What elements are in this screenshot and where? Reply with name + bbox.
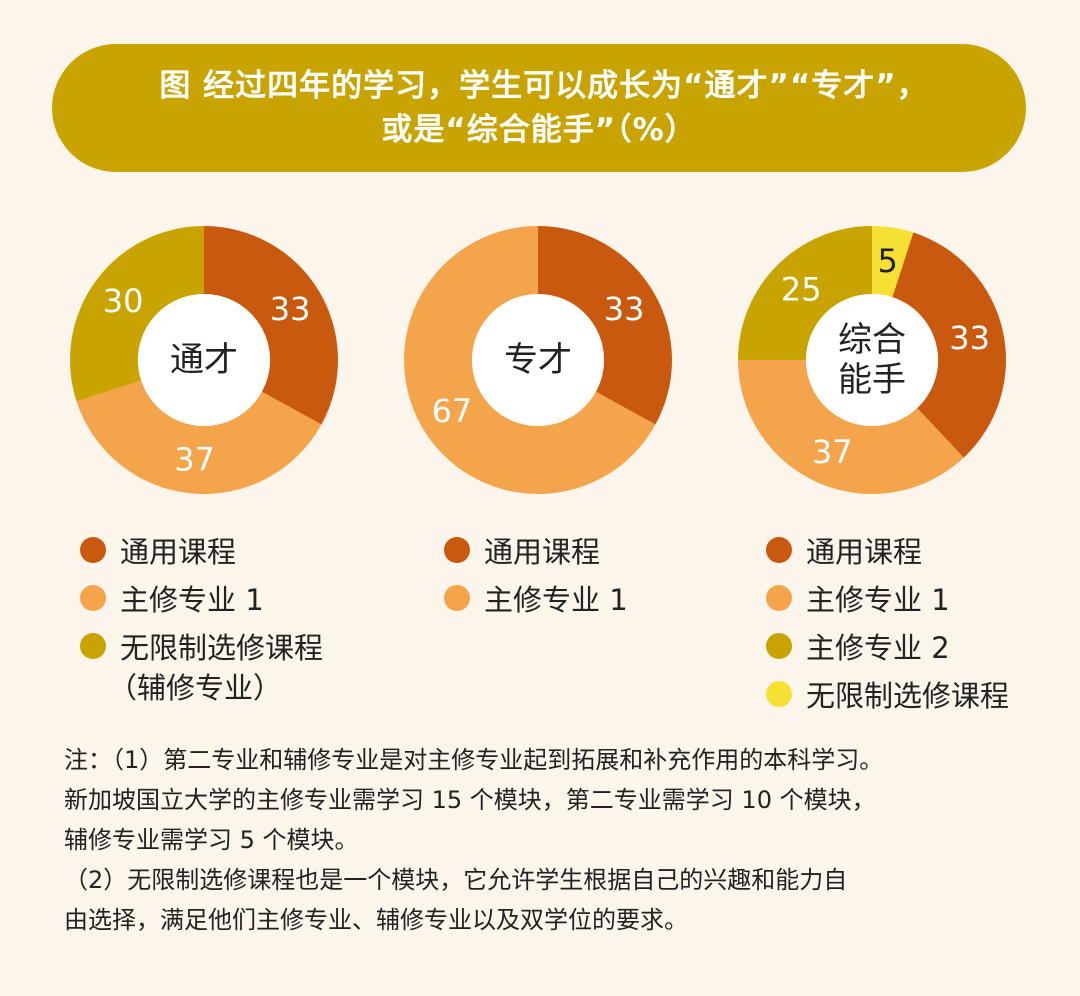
slice-value-label-2-3: 25 <box>781 270 822 308</box>
donut-center-label-0: 通才 <box>170 340 238 380</box>
slice-2-0 <box>872 226 914 298</box>
legend-swatch <box>80 537 106 563</box>
slice-2-2 <box>738 360 964 494</box>
legend-item: 主修专业 1 <box>80 574 380 622</box>
legend-item: 无限制选修课程 <box>766 670 1066 718</box>
legend-item: 主修专业 1 <box>766 574 1066 622</box>
donut-chart-specialist: 33 67 专才 <box>402 224 674 496</box>
legend-item: 无限制选修课程 <box>80 622 380 670</box>
legend-label: 无限制选修课程 <box>120 631 324 665</box>
legend-swatch <box>80 633 106 659</box>
note-1-line-1: 注：（1）第二专业和辅修专业是对主修专业起到拓展和补充作用的本科学习。 <box>64 746 884 774</box>
slice-1-1 <box>404 226 656 494</box>
legend-label: 通用课程 <box>806 535 923 569</box>
legend-label: 主修专业 1 <box>806 583 950 617</box>
charts-row: 33 37 30 通才 33 67 专才 5 33 37 25 综合 能手 <box>0 224 1080 496</box>
donut-hole-0 <box>138 294 270 426</box>
slice-0-1 <box>76 380 322 494</box>
legend-specialist: 通用课程主修专业 1 <box>444 526 744 622</box>
slice-2-3 <box>738 226 872 360</box>
donut-svg-specialist: 33 67 专才 <box>404 226 672 494</box>
legend-all-rounder: 通用课程主修专业 1 主修专业 2 无限制选修课程 <box>766 526 1066 718</box>
donut-hole-1 <box>472 294 604 426</box>
slice-2-1 <box>892 232 1006 458</box>
legend-label: 无限制选修课程 <box>806 679 1010 713</box>
legend-item: 主修专业 1 <box>444 574 744 622</box>
slice-value-label-2-1: 33 <box>949 319 990 357</box>
legend-label: 通用课程 <box>484 535 601 569</box>
legend-item: 通用课程 <box>80 526 380 574</box>
note-1-line-3: 辅修专业需学习 5 个模块。 <box>64 826 359 854</box>
legend-item: 通用课程 <box>766 526 1066 574</box>
title-line-2: 或是“综合能手”（%） <box>381 112 697 148</box>
note-2-line-1: （2）无限制选修课程也是一个模块，它允许学生根据自己的兴趣和能力自 <box>64 866 848 894</box>
legend-label: 通用课程 <box>120 535 237 569</box>
legend-swatch <box>80 585 106 611</box>
slice-0-0 <box>204 226 338 425</box>
legend-label: 主修专业 2 <box>806 631 950 665</box>
slice-value-label-2-0: 5 <box>877 242 897 280</box>
legend-label: 主修专业 1 <box>484 583 628 617</box>
note-1-line-2: 新加坡国立大学的主修专业需学习 15 个模块，第二专业需学习 10 个模块， <box>64 786 876 814</box>
legend-swatch <box>766 537 792 563</box>
donut-svg-generalist: 33 37 30 通才 <box>69 226 338 494</box>
title-banner: 图 经过四年的学习，学生可以成长为“通才”“专才”， 或是“综合能手”（%） <box>52 44 1026 172</box>
legend-swatch <box>444 585 470 611</box>
legend-label: 主修专业 1 <box>120 583 264 617</box>
donut-chart-all-rounder: 5 33 37 25 综合 能手 <box>736 224 1008 496</box>
slice-value-label-0-1: 37 <box>174 441 215 479</box>
legend-swatch <box>766 633 792 659</box>
slice-value-label-1-0: 33 <box>604 290 645 328</box>
donut-center-label-2-1: 能手 <box>838 360 906 400</box>
legend-swatch <box>444 537 470 563</box>
donut-center-label-2-0: 综合 <box>838 320 906 360</box>
slice-value-label-0-2: 30 <box>103 282 144 320</box>
slice-value-label-2-2: 37 <box>812 433 853 471</box>
legend-sublabel: （辅修专业） <box>108 671 283 705</box>
notes-block: 注：（1）第二专业和辅修专业是对主修专业起到拓展和补充作用的本科学习。 新加坡国… <box>64 740 1024 940</box>
slice-0-2 <box>69 226 204 402</box>
note-2-line-2: 由选择，满足他们主修专业、辅修专业以及双学位的要求。 <box>64 906 688 934</box>
legend-swatch <box>766 681 792 707</box>
slice-value-label-1-1: 67 <box>432 392 473 430</box>
legend-item: 主修专业 2 <box>766 622 1066 670</box>
slice-value-label-0-0: 33 <box>270 290 311 328</box>
legend-generalist: 通用课程主修专业 1 无限制选修课程 （辅修专业） <box>80 526 380 706</box>
slice-1-0 <box>538 226 672 425</box>
donut-chart-generalist: 33 37 30 通才 <box>68 224 340 496</box>
legend-item: 通用课程 <box>444 526 744 574</box>
title-line-1: 图 经过四年的学习，学生可以成长为“通才”“专才”， <box>159 68 929 104</box>
legend-swatch <box>766 585 792 611</box>
donut-svg-all-rounder: 5 33 37 25 综合能手 <box>738 226 1006 494</box>
donut-center-label-1: 专才 <box>504 340 572 380</box>
donut-hole-2 <box>806 294 938 426</box>
